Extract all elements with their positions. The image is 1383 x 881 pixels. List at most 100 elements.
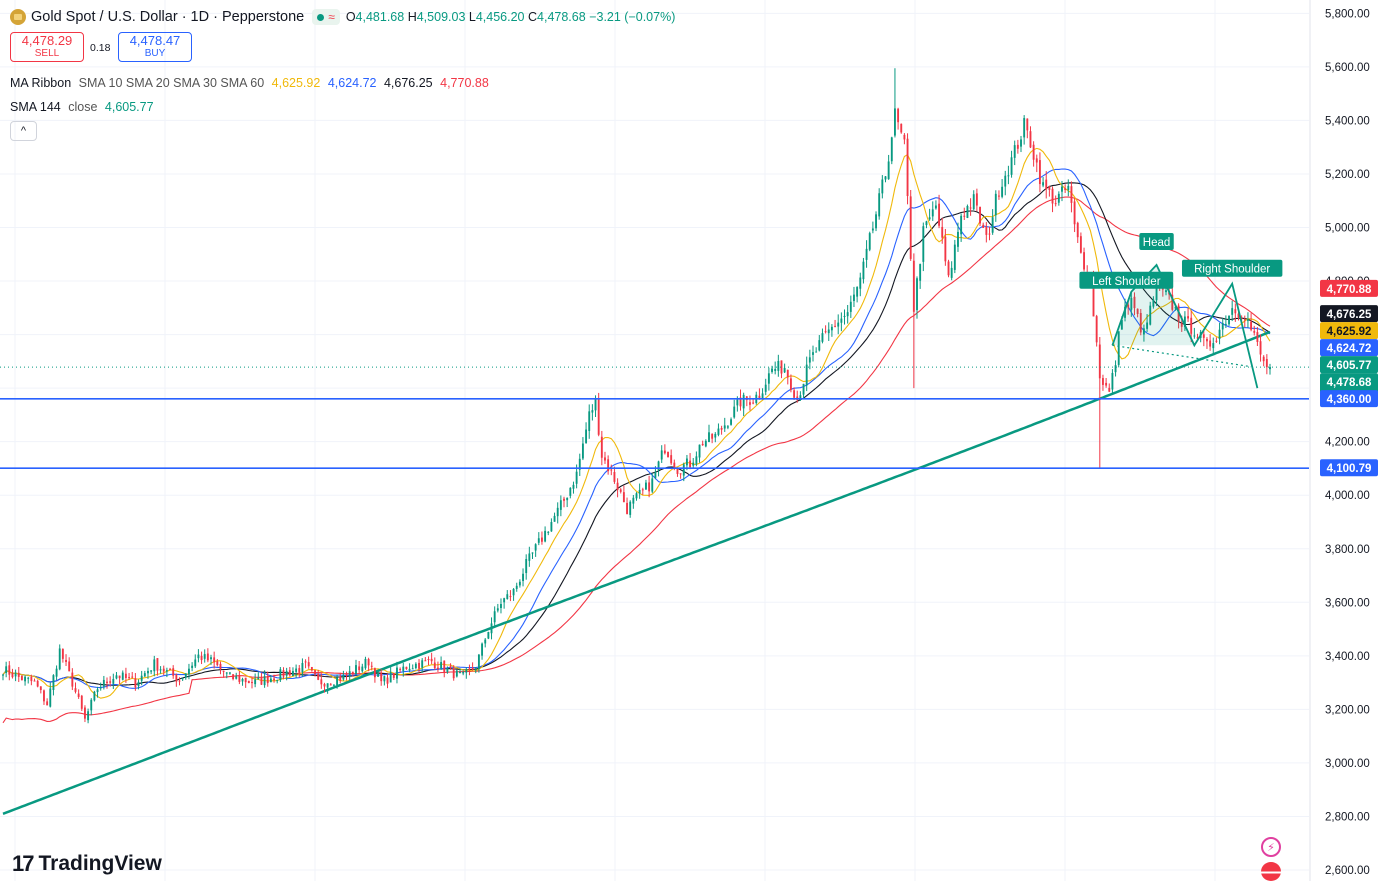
- candle-body: [367, 659, 370, 666]
- candle-body: [512, 588, 515, 596]
- candle-body: [553, 515, 556, 522]
- price-axis-label: 4,360.00: [1327, 394, 1372, 406]
- lightning-icon[interactable]: ⚡: [1261, 837, 1281, 857]
- candle-body: [859, 277, 862, 289]
- candle-body: [761, 393, 764, 399]
- us-flag-icon[interactable]: [1261, 862, 1281, 881]
- candle-body: [780, 360, 783, 374]
- market-status-badge[interactable]: ≈: [312, 9, 340, 25]
- candle-body: [594, 398, 597, 411]
- candle-body: [112, 678, 115, 684]
- pattern-label-bg: [1079, 271, 1174, 289]
- candle-body: [1206, 338, 1208, 342]
- candle-body: [559, 500, 562, 510]
- candle-body: [1250, 321, 1253, 330]
- candle-body: [1209, 340, 1212, 347]
- y-tick-label: 3,400.00: [1325, 651, 1370, 663]
- price-axis-label: 4,478.68: [1327, 377, 1372, 389]
- tradingview-logo[interactable]: 17 TradingView: [12, 851, 162, 877]
- candle-body: [399, 668, 402, 670]
- sell-price: 4,478.29: [21, 33, 73, 48]
- symbol-title[interactable]: Gold Spot / U.S. Dollar · 1D · Peppersto…: [31, 9, 305, 25]
- candle-body: [1224, 323, 1227, 325]
- candle-body: [39, 686, 42, 690]
- candle-body: [550, 522, 553, 532]
- candle-body: [462, 671, 465, 674]
- candle-body: [1108, 387, 1111, 392]
- candle-body: [181, 678, 184, 680]
- buy-button[interactable]: 4,478.47 BUY: [118, 32, 192, 62]
- candle-body: [758, 395, 761, 399]
- candle-body: [396, 667, 398, 679]
- candle-body: [156, 658, 159, 671]
- close-label: C: [528, 10, 538, 24]
- ma-ribbon-legend[interactable]: MA Ribbon SMA 10 SMA 20 SMA 30 SMA 60 4,…: [10, 76, 489, 90]
- head-and-shoulders-pattern: [1111, 263, 1259, 389]
- sma30-value: 4,676.25: [383, 76, 433, 90]
- candle-body: [102, 679, 105, 687]
- candle-body: [446, 668, 449, 673]
- chevron-up-icon: ^: [20, 125, 27, 137]
- candle-body: [197, 654, 200, 659]
- candle-body: [191, 665, 194, 668]
- candle-body: [65, 659, 67, 662]
- candle-body: [632, 497, 635, 504]
- sell-button[interactable]: 4,478.29 SELL: [10, 32, 84, 62]
- candle-body: [972, 194, 975, 210]
- candle-body: [1023, 118, 1026, 138]
- candle-body: [254, 679, 257, 685]
- candle-body: [124, 673, 127, 678]
- candle-body: [585, 429, 588, 443]
- candle-body: [329, 684, 332, 686]
- candle-body: [134, 678, 137, 688]
- candle-body: [657, 461, 660, 471]
- candle-body: [1212, 343, 1215, 349]
- candle-body: [339, 676, 342, 681]
- candle-body: [373, 668, 376, 678]
- candle-body: [279, 669, 282, 681]
- candle-body: [310, 667, 313, 671]
- candle-body: [1237, 313, 1240, 318]
- candle-body: [789, 378, 792, 390]
- candle-body: [799, 395, 802, 400]
- candle-body: [361, 666, 364, 672]
- candle-body: [1190, 317, 1193, 334]
- candle-body: [251, 681, 253, 684]
- candle-body: [43, 690, 45, 702]
- close-value: 4,478.68: [537, 10, 586, 24]
- candle-body: [1202, 334, 1205, 338]
- candle-body: [90, 699, 93, 711]
- candle-body: [679, 473, 682, 475]
- candle-body: [708, 432, 710, 442]
- sma30-line: [2, 182, 1271, 686]
- candle-body: [443, 660, 446, 673]
- candle-body: [840, 318, 843, 323]
- sma144-legend[interactable]: SMA 144 close 4,605.77: [10, 100, 154, 114]
- candle-body: [802, 383, 805, 395]
- candle-body: [1269, 367, 1271, 370]
- candle-body: [68, 661, 71, 672]
- candle-body: [71, 672, 74, 687]
- candle-body: [695, 456, 698, 465]
- candle-body: [909, 196, 912, 259]
- candle-body: [522, 573, 524, 582]
- candle-body: [563, 498, 565, 501]
- ohlc-readout: O4,481.68 H4,509.03 L4,456.20 C4,478.68 …: [346, 10, 676, 24]
- candle-body: [1221, 323, 1224, 330]
- candle-body: [1171, 294, 1174, 310]
- candle-body: [8, 665, 11, 675]
- collapse-legend-button[interactable]: ^: [10, 121, 37, 141]
- candle-body: [991, 217, 994, 233]
- candle-body: [714, 433, 717, 438]
- candle-body: [629, 501, 632, 515]
- candle-body: [1130, 298, 1133, 310]
- candle-body: [1010, 157, 1013, 175]
- candle-body: [194, 659, 197, 667]
- candle-body: [260, 677, 263, 685]
- candle-body: [238, 675, 241, 682]
- candle-body: [402, 666, 405, 671]
- candle-body: [525, 558, 528, 574]
- candle-body: [947, 261, 950, 276]
- candle-body: [288, 670, 291, 676]
